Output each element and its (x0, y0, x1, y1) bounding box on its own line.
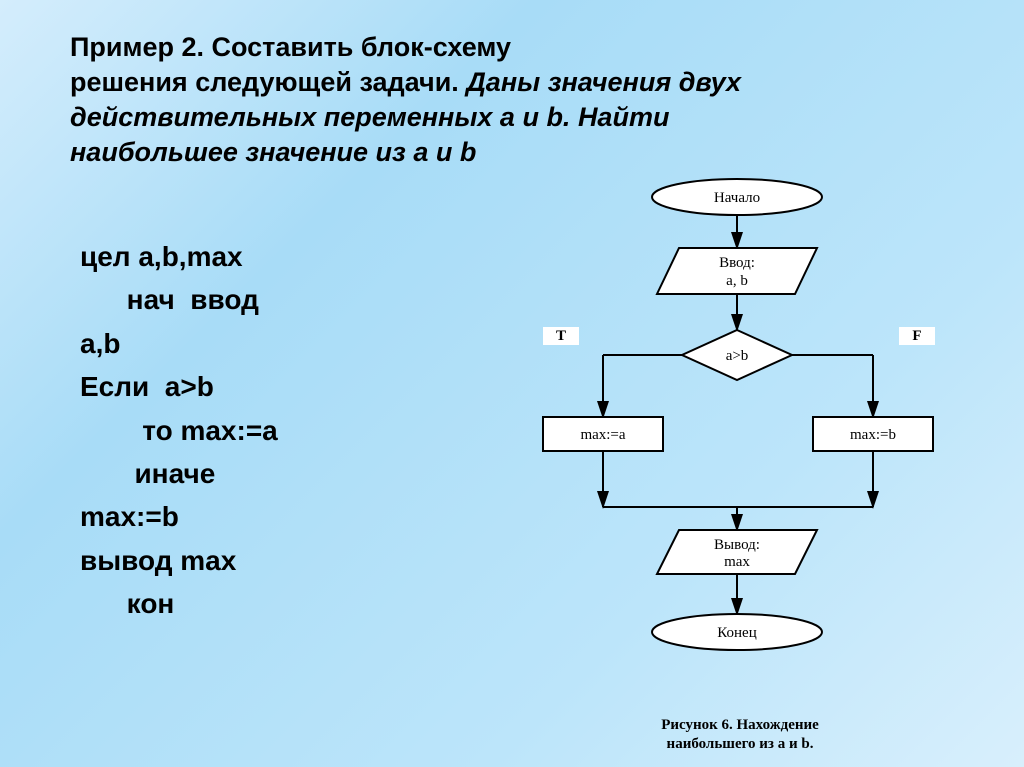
heading-line4: наибольшее значение из a и b (70, 137, 476, 167)
code-l1: цел a,b,max (80, 241, 243, 272)
heading-line3: действительных переменных a и b. Найти (70, 102, 669, 132)
flowchart-diagram: T F Начало Ввод: a, b a>b max:=a max:=b Вывод:ma… (485, 162, 990, 722)
code-l8: вывод max (80, 545, 236, 576)
code-l6: иначе (80, 458, 215, 489)
code-l3: a,b (80, 328, 120, 359)
caption-line2: наибольшего из a и b. (667, 736, 814, 752)
heading-block: Пример 2. Составить блок-схему решения с… (70, 30, 964, 170)
svg-text:max: max (724, 554, 750, 570)
figure-caption: Рисунок 6. Нахождение наибольшего из a и… (560, 716, 920, 754)
heading-line2a: решения следующей задачи. (70, 67, 466, 97)
code-l7: max:=b (80, 501, 179, 532)
svg-text:T: T (556, 328, 566, 344)
code-l2: нач ввод (80, 284, 259, 315)
svg-text:Конец: Конец (717, 625, 756, 641)
code-l9: кон (80, 588, 174, 619)
svg-text:a>b: a>b (726, 348, 749, 364)
heading-line1: Пример 2. Составить блок-схему (70, 32, 511, 62)
heading-line2b: Даны значения двух (466, 67, 741, 97)
code-l4: Если a>b (80, 371, 214, 402)
svg-text:Начало: Начало (714, 190, 760, 206)
pseudocode-block: цел a,b,max нач ввод a,b Если a>b то max… (80, 235, 278, 626)
svg-text:Вывод:: Вывод: (714, 537, 760, 553)
flowchart-svg: T F Начало Ввод: a, b a>b max:=a max:=b Вывод:ma… (485, 162, 990, 722)
code-l5: то max:=a (80, 415, 278, 446)
svg-text:max:=b: max:=b (850, 427, 896, 443)
caption-line1: Рисунок 6. Нахождение (661, 717, 819, 733)
svg-text:max:=a: max:=a (580, 427, 625, 443)
svg-text:a, b: a, b (726, 273, 748, 289)
svg-text:Ввод:: Ввод: (719, 255, 755, 271)
svg-text:F: F (912, 328, 921, 344)
